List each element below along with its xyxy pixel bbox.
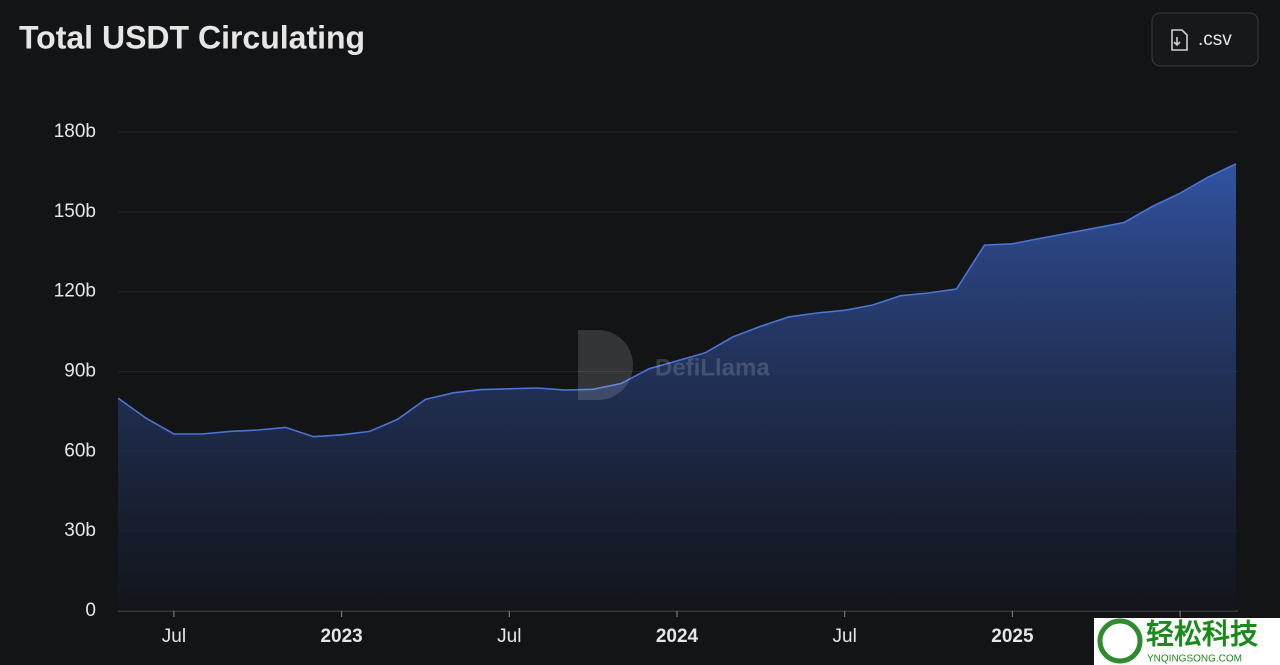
watermark: DefiLlama	[655, 354, 770, 381]
y-tick-label: 60b	[64, 440, 96, 461]
overlay-bg	[1094, 618, 1280, 665]
overlay-badge: 轻松科技 YNQINGSONG.COM	[1094, 618, 1280, 665]
overlay-icon	[1097, 618, 1143, 664]
button-label[interactable]: .csv	[1198, 29, 1232, 50]
chart-title: Total USDT Circulating	[19, 19, 365, 55]
button-frame[interactable]	[1151, 12, 1259, 67]
y-tick-label: 180b	[54, 121, 96, 142]
x-tick-label: 2024	[656, 626, 699, 647]
y-tick-label: 150b	[54, 201, 96, 222]
area	[118, 163, 1236, 611]
watermark-logo	[578, 330, 633, 400]
x-tick-label: Jul	[162, 626, 186, 647]
y-tick-label: 30b	[64, 520, 96, 541]
overlay-name: 轻松科技	[1146, 618, 1258, 649]
y-tick-label: 90b	[64, 361, 96, 382]
download-icon[interactable]	[1171, 29, 1188, 51]
x-tick-label: 2025	[991, 626, 1034, 647]
y-tick-label: 0	[85, 600, 96, 621]
plot: 0 30b 60b 90b 120b 150b 180b Jul 2023 Jul 2024 Jul 2…	[54, 121, 1238, 647]
x-tick-label: 2023	[320, 626, 362, 647]
x-tick-label: Jul	[833, 626, 857, 647]
x-tick-label: Jul	[497, 626, 521, 647]
line	[117, 163, 1237, 438]
y-tick-label: 120b	[54, 281, 96, 302]
overlay-site: YNQINGSONG.COM	[1147, 654, 1242, 665]
csv-button[interactable]: .csv	[1151, 12, 1259, 67]
